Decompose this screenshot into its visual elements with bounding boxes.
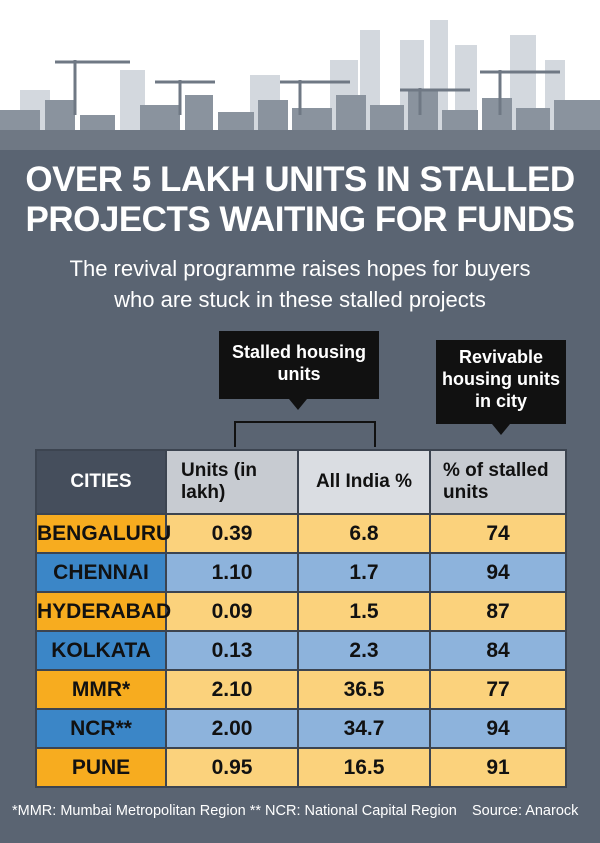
callout-arrow-revivable [492,424,510,435]
column-header-units: Units (in lakh) [165,449,299,515]
stalled-pct-cell: 77 [429,669,567,710]
city-cell: NCR** [35,708,167,749]
stalled-pct-cell: 87 [429,591,567,632]
stalled-pct-cell: 94 [429,552,567,593]
title-line-1: OVER 5 LAKH UNITS IN STALLED [25,160,575,199]
callout-arrow-stalled [289,399,307,410]
stalled-pct-cell: 84 [429,630,567,671]
stalled-pct-cell: 74 [429,513,567,554]
callout-stalled-housing-units: Stalled housing units [219,331,379,399]
column-header-all-india-pct: All India % [297,449,431,515]
units-cell: 1.10 [165,552,299,593]
footnote: *MMR: Mumbai Metropolitan Region ** NCR:… [12,803,457,819]
column-header-cities: CITIES [35,449,167,515]
india-pct-cell: 6.8 [297,513,431,554]
table-row: KOLKATA 0.13 2.3 84 [35,630,567,671]
subtitle-line-2: who are stuck in these stalled projects [114,287,486,312]
table-row: HYDERABAD 0.09 1.5 87 [35,591,567,632]
city-cell: CHENNAI [35,552,167,593]
india-pct-cell: 34.7 [297,708,431,749]
table-row: NCR** 2.00 34.7 94 [35,708,567,749]
table-row: CHENNAI 1.10 1.7 94 [35,552,567,593]
units-cell: 0.13 [165,630,299,671]
units-cell: 2.10 [165,669,299,710]
stalled-projects-table: CITIES Units (in lakh) All India % % of … [35,449,567,788]
stalled-pct-cell: 94 [429,708,567,749]
table-row: PUNE 0.95 16.5 91 [35,747,567,788]
india-pct-cell: 2.3 [297,630,431,671]
india-pct-cell: 36.5 [297,669,431,710]
city-cell: BENGALURU [35,513,171,554]
table-row: MMR* 2.10 36.5 77 [35,669,567,710]
units-cell: 2.00 [165,708,299,749]
table-row: BENGALURU 0.39 6.8 74 [35,513,567,554]
units-cell: 0.09 [165,591,299,632]
column-group-bracket [234,421,376,447]
source-credit: Source: Anarock [472,803,579,819]
india-pct-cell: 1.7 [297,552,431,593]
subtitle-line-1: The revival programme raises hopes for b… [69,256,531,281]
india-pct-cell: 1.5 [297,591,431,632]
title-line-2: PROJECTS WAITING FOR FUNDS [25,200,575,239]
city-cell: PUNE [35,747,167,788]
city-cell: KOLKATA [35,630,167,671]
units-cell: 0.95 [165,747,299,788]
table-header-row: CITIES Units (in lakh) All India % % of … [35,449,567,515]
units-cell: 0.39 [165,513,299,554]
skyline-illustration [0,0,600,150]
callout-revivable-housing-units: Revivable housing units in city [436,340,566,424]
column-header-stalled-pct: % of stalled units [429,449,567,515]
city-cell: HYDERABAD [35,591,171,632]
city-cell: MMR* [35,669,167,710]
stalled-pct-cell: 91 [429,747,567,788]
india-pct-cell: 16.5 [297,747,431,788]
